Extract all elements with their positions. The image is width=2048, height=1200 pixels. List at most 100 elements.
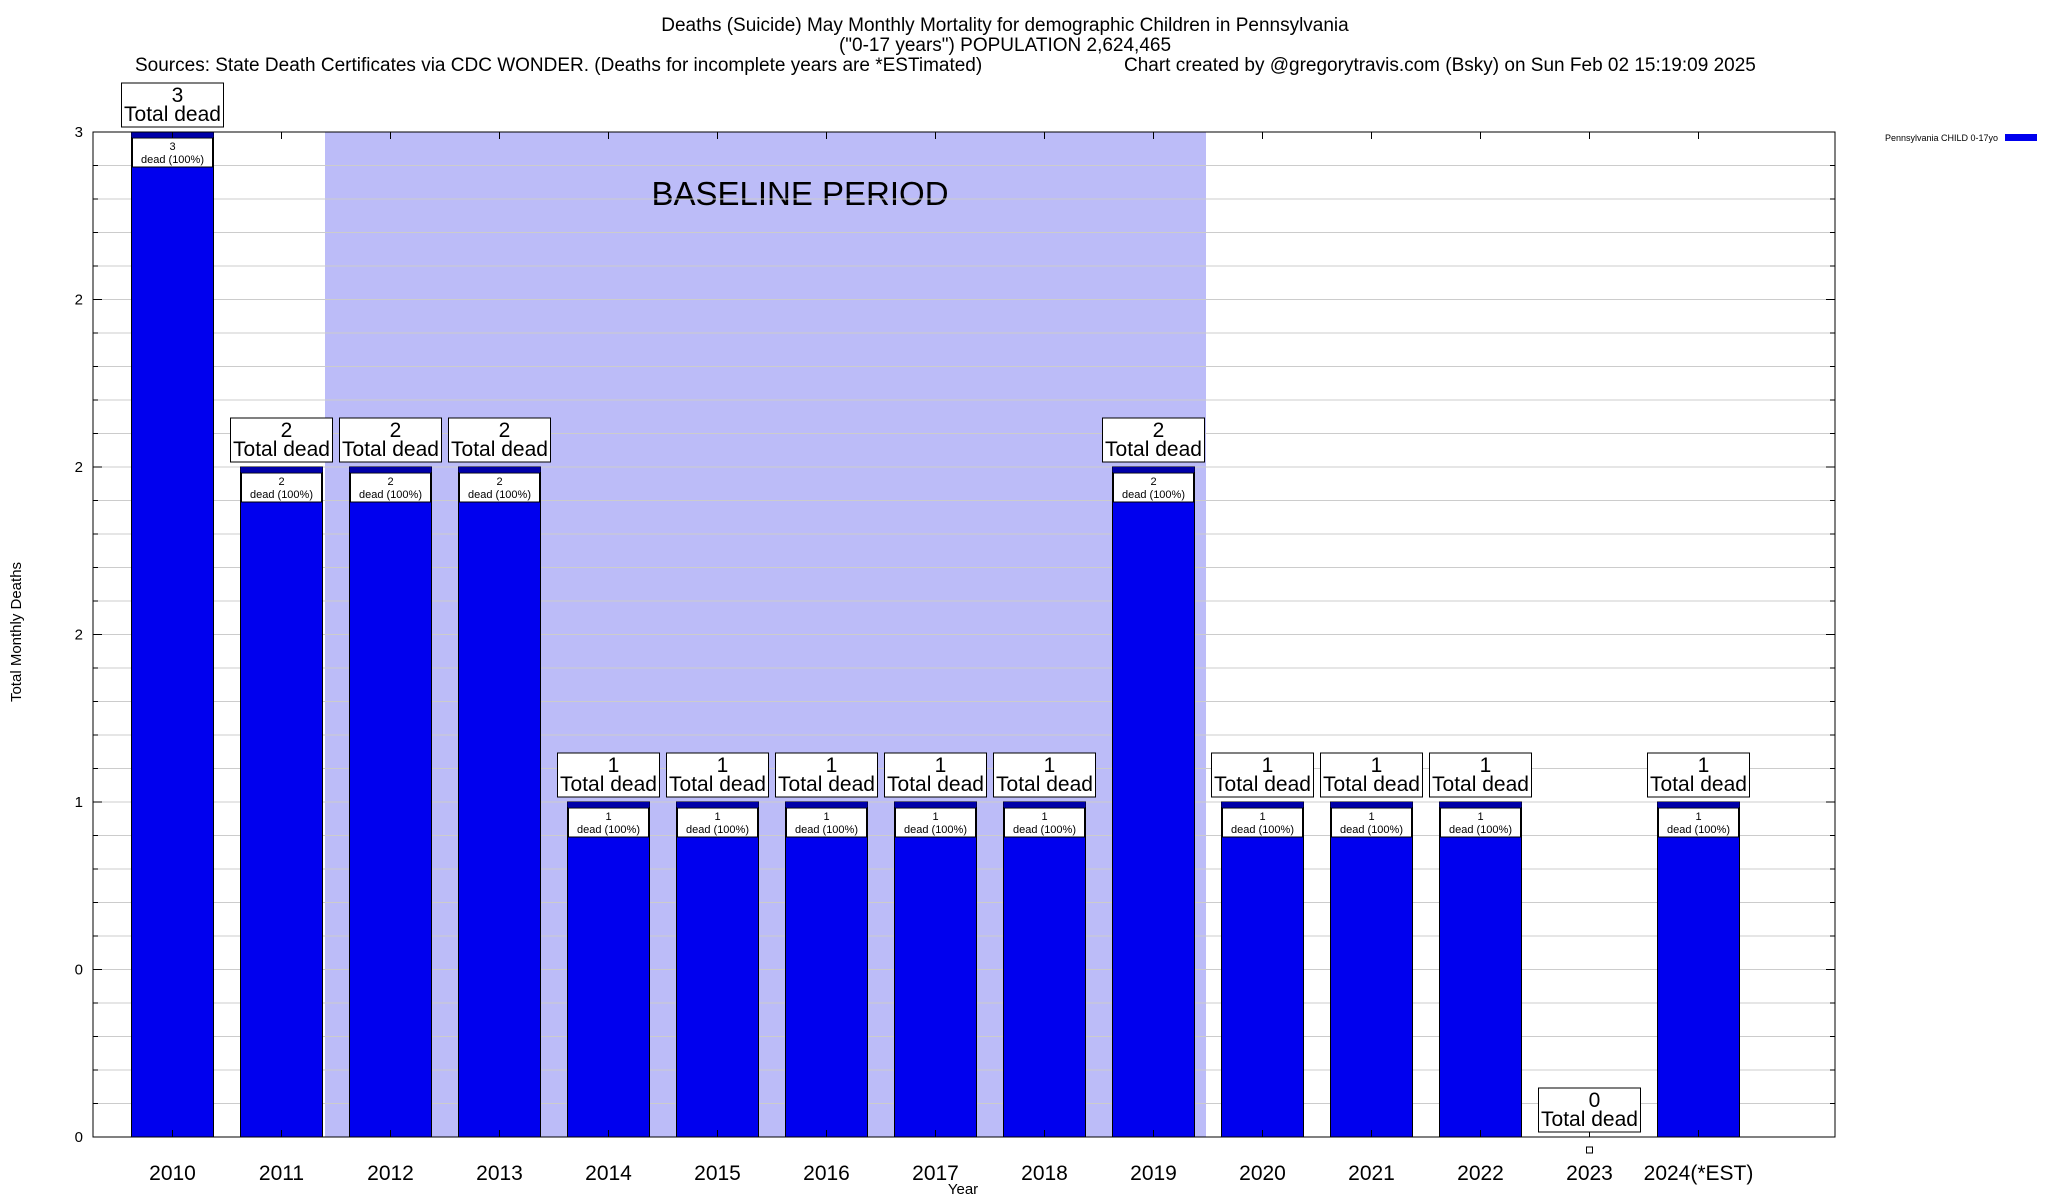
bar-top-edge	[785, 802, 868, 807]
total-label-text: Total dead	[778, 773, 875, 796]
inner-label-text: dead (100%)	[1449, 824, 1512, 836]
inner-label-text: dead (100%)	[468, 489, 531, 501]
bars	[131, 131, 1740, 1154]
total-label-box	[339, 417, 442, 463]
inner-label-count: 2	[1150, 476, 1156, 488]
legend-swatch	[2005, 134, 2037, 141]
bar-top-edge	[1330, 802, 1413, 807]
total-label-box	[666, 752, 769, 798]
x-tick-label: 2021	[1348, 1162, 1395, 1185]
total-label-box	[1647, 752, 1750, 798]
x-tick-label: 2022	[1457, 1162, 1504, 1185]
x-tick-label: 2010	[149, 1162, 196, 1185]
total-label-count: 2	[390, 419, 402, 442]
inner-label-box	[1113, 472, 1194, 503]
inner-label-count: 1	[1368, 811, 1374, 823]
y-tick-label: 3	[75, 124, 83, 141]
x-tick-label: 2014	[585, 1162, 632, 1185]
total-label-box	[121, 82, 224, 128]
inner-label-count: 2	[387, 476, 393, 488]
inner-label-box	[786, 807, 867, 838]
x-tick-label: 2012	[367, 1162, 414, 1185]
inner-label-text: dead (100%)	[250, 489, 313, 501]
y-tick-label: 2	[75, 459, 83, 476]
bar-top-edge	[1003, 802, 1086, 807]
total-label-text: Total dead	[996, 773, 1093, 796]
x-tick-label: 2016	[803, 1162, 850, 1185]
baseline-label: BASELINE PERIOD	[651, 175, 948, 212]
bar	[1330, 801, 1413, 1138]
legend-label: Pennsylvania CHILD 0-17yo	[1885, 133, 1998, 143]
inner-label-box	[1331, 807, 1412, 838]
inner-label-text: dead (100%)	[1667, 824, 1730, 836]
inner-label-text: dead (100%)	[795, 824, 858, 836]
total-label-text: Total dead	[124, 103, 221, 126]
legend: Pennsylvania CHILD 0-17yo	[1885, 133, 2037, 143]
x-tick-label: 2023	[1566, 1162, 1613, 1185]
total-label-text: Total dead	[342, 438, 439, 461]
total-label-count: 2	[1153, 419, 1165, 442]
inner-label-box	[1440, 807, 1521, 838]
total-label-text: Total dead	[669, 773, 766, 796]
total-label-count: 3	[172, 84, 184, 107]
x-tick-label: 2020	[1239, 1162, 1286, 1185]
chart-title: Deaths (Suicide) May Monthly Mortality f…	[661, 15, 1349, 36]
inner-label-box	[459, 472, 540, 503]
x-tick-label: 2011	[259, 1162, 304, 1185]
total-label-box	[1320, 752, 1423, 798]
total-label-text: Total dead	[887, 773, 984, 796]
inner-label-count: 2	[278, 476, 284, 488]
total-label-box	[1102, 417, 1205, 463]
total-label-count: 1	[1044, 754, 1056, 777]
inner-label-count: 1	[1041, 811, 1047, 823]
bar-top-edge	[349, 467, 432, 472]
inner-label-box	[1658, 807, 1739, 838]
bar	[1439, 801, 1522, 1138]
y-tick-label: 0	[75, 962, 83, 979]
bar	[458, 466, 541, 1138]
chart-sources: Sources: State Death Certificates via CD…	[135, 55, 982, 76]
x-tick-label: 2018	[1021, 1162, 1068, 1185]
chart-subtitle: ("0-17 years") POPULATION 2,624,465	[839, 35, 1171, 56]
bar-top-edge	[1657, 802, 1740, 807]
bar	[676, 801, 759, 1138]
inner-label-box	[241, 472, 322, 503]
x-tick-label: 2017	[912, 1162, 959, 1185]
total-label-count: 1	[826, 754, 838, 777]
total-label-text: Total dead	[1214, 773, 1311, 796]
total-label-box	[1538, 1087, 1641, 1133]
bar-top-edge	[1221, 802, 1304, 807]
inner-label-text: dead (100%)	[577, 824, 640, 836]
total-label-text: Total dead	[1541, 1108, 1638, 1131]
bar	[1112, 466, 1195, 1138]
y-tick-label: 0	[75, 1129, 83, 1146]
bar	[1221, 801, 1304, 1138]
total-label-box	[1429, 752, 1532, 798]
bar	[131, 131, 214, 1138]
total-label-text: Total dead	[451, 438, 548, 461]
zero-marker	[1586, 1146, 1593, 1154]
inner-label-count: 3	[169, 141, 175, 153]
inner-label-text: dead (100%)	[1122, 489, 1185, 501]
total-label-text: Total dead	[1650, 773, 1747, 796]
inner-label-text: dead (100%)	[1340, 824, 1403, 836]
inner-label-count: 1	[1695, 811, 1701, 823]
inner-label-count: 1	[714, 811, 720, 823]
bar	[567, 801, 650, 1138]
